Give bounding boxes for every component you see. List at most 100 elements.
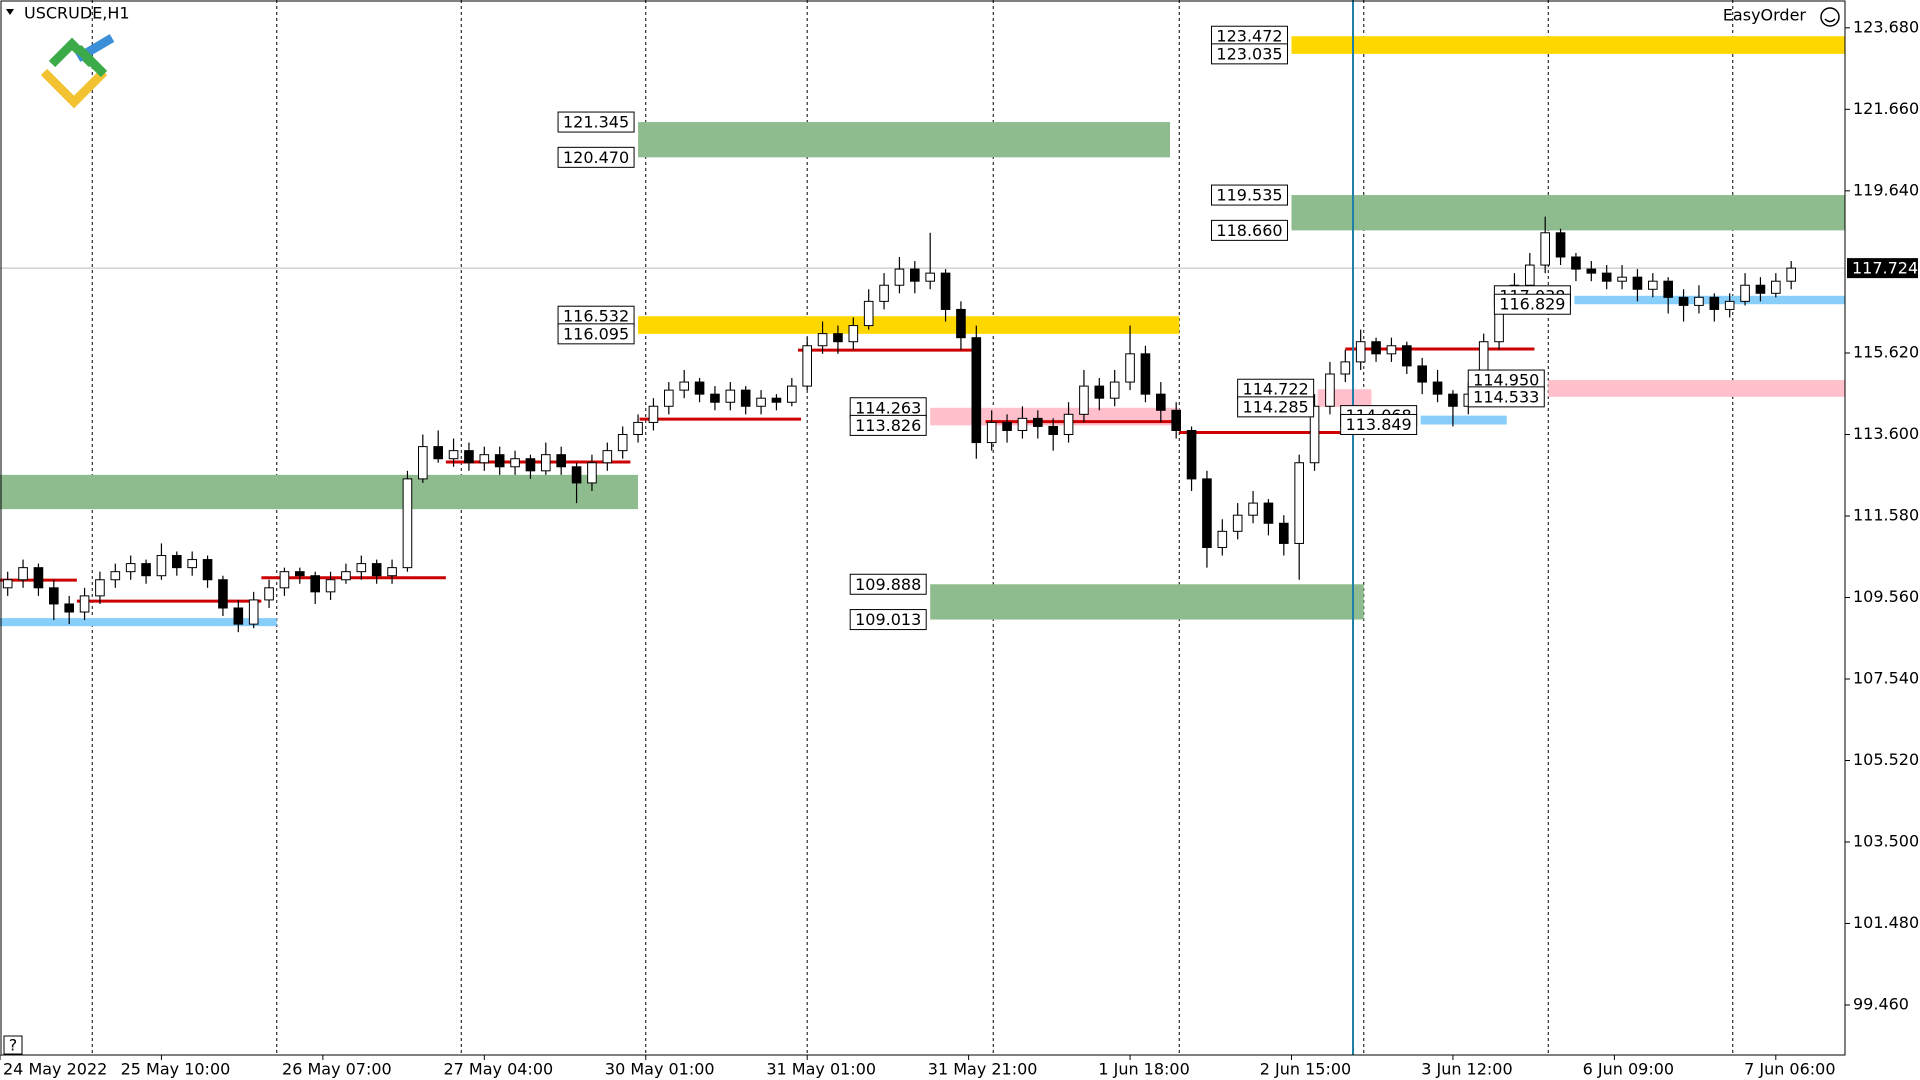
x-tick-label: 3 Jun 12:00 xyxy=(1421,1060,1512,1079)
candle-body xyxy=(1279,522,1289,544)
zone-label: 114.285 xyxy=(1243,397,1309,416)
candle-body xyxy=(79,595,90,613)
zone xyxy=(638,316,1180,334)
candle-body xyxy=(525,458,536,472)
help-text[interactable]: ? xyxy=(9,1036,18,1055)
candle-body xyxy=(541,454,551,472)
candle-body xyxy=(341,571,351,581)
candle-body xyxy=(1202,478,1212,548)
candle-body xyxy=(1663,280,1673,298)
zone xyxy=(1420,415,1507,425)
candle-body xyxy=(1263,502,1274,524)
zone-label-box xyxy=(849,609,927,631)
candle-body xyxy=(1232,514,1243,532)
zone-label-box xyxy=(1237,396,1315,418)
logo-mark xyxy=(74,44,108,78)
help-box[interactable] xyxy=(3,1035,23,1055)
candle-body xyxy=(679,381,689,391)
candle-body xyxy=(2,579,13,589)
zone-label: 114.722 xyxy=(1243,380,1309,399)
candle-body xyxy=(464,450,474,464)
candle-body xyxy=(1755,284,1766,294)
candle-body xyxy=(1171,409,1181,431)
candle-body xyxy=(863,300,874,327)
candle-body xyxy=(233,607,244,625)
smiley[interactable] xyxy=(1820,7,1840,27)
candle-body xyxy=(1402,345,1412,367)
candle-body xyxy=(1248,502,1258,516)
logo xyxy=(40,34,115,109)
candle-body xyxy=(771,397,782,403)
zone xyxy=(0,618,277,627)
candle-body xyxy=(1709,296,1720,310)
x-tick-label: 2 Jun 15:00 xyxy=(1260,1060,1351,1079)
candle-body xyxy=(1386,345,1397,355)
candle-body xyxy=(725,389,736,403)
candle-body xyxy=(1186,429,1197,480)
candle-body xyxy=(1601,272,1612,282)
zone-label-box xyxy=(1211,219,1288,241)
candle-body xyxy=(310,575,320,593)
candle-body xyxy=(371,563,382,577)
smiley-mouth xyxy=(1824,18,1836,23)
candle-body xyxy=(894,268,905,286)
zone-label-box xyxy=(1340,413,1418,435)
candle-body xyxy=(986,421,997,444)
menu-arrow[interactable] xyxy=(6,9,14,15)
candle-body xyxy=(633,421,643,436)
y-tick-label: 115.620 xyxy=(1853,343,1919,362)
candle-body xyxy=(49,587,59,605)
zone-label: 123.035 xyxy=(1216,44,1282,63)
candle-body xyxy=(710,393,720,403)
zone-label: 121.345 xyxy=(563,113,629,132)
candle-body xyxy=(1371,341,1381,355)
candle-body xyxy=(1002,421,1012,431)
candle-body xyxy=(1017,417,1028,431)
candle-body xyxy=(617,434,628,452)
zone-label-box xyxy=(557,323,635,345)
candle-body xyxy=(910,268,920,282)
y-tick-label: 101.480 xyxy=(1853,913,1919,932)
zone-label: 113.826 xyxy=(855,416,921,435)
x-tick-label: 6 Jun 09:00 xyxy=(1583,1060,1674,1079)
candle-body xyxy=(1648,280,1658,290)
candle-body xyxy=(1125,353,1135,383)
zone-label: 116.095 xyxy=(563,324,629,343)
zone-label: 120.470 xyxy=(563,148,629,167)
candle-body xyxy=(1448,393,1458,407)
logo-mark xyxy=(40,68,108,109)
candle-body xyxy=(1355,341,1366,363)
symbol-title: USCRUDE,H1 xyxy=(24,4,130,23)
candle-body xyxy=(402,478,413,569)
candle-body xyxy=(756,397,766,407)
candle-body xyxy=(1771,280,1781,294)
candle-body xyxy=(125,563,136,573)
y-tick-label: 113.600 xyxy=(1853,424,1919,443)
candle-body xyxy=(494,454,505,468)
zone-label: 118.660 xyxy=(1216,221,1282,240)
x-tick-label: 27 May 04:00 xyxy=(443,1060,553,1079)
candle-body xyxy=(448,450,459,460)
zone-label-box xyxy=(557,111,635,133)
candle-body xyxy=(95,579,105,597)
candle-body xyxy=(1417,365,1427,383)
easy-order[interactable]: EasyOrder xyxy=(1723,6,1807,25)
candle-body xyxy=(1525,264,1535,286)
candle-body xyxy=(817,333,828,347)
y-tick-label: 105.520 xyxy=(1853,750,1919,769)
candle-body xyxy=(971,337,982,444)
y-tick-label: 99.460 xyxy=(1853,994,1909,1013)
candle-body xyxy=(740,389,751,407)
candle-body xyxy=(1555,232,1566,258)
candle-body xyxy=(833,333,843,343)
plot-frame xyxy=(0,0,1846,1056)
candle-body xyxy=(387,567,397,577)
x-tick-label: 24 May 2022 xyxy=(3,1060,107,1079)
zone-label-box xyxy=(1211,184,1288,206)
candle-body xyxy=(264,587,274,601)
candle-body xyxy=(694,381,705,395)
candle-body xyxy=(1140,353,1151,395)
candle-body xyxy=(787,385,797,403)
